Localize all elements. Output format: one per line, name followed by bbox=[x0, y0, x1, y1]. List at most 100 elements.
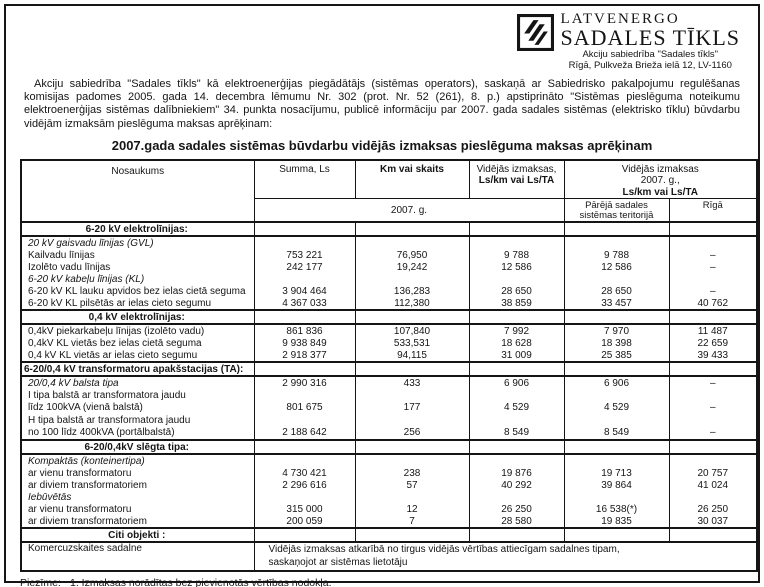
table-row: ar vienu transformatoru 315 000 12 26 250 16… bbox=[20, 503, 758, 516]
header-line: Vidējās izmaksas bbox=[621, 163, 699, 175]
group-label-cell: Iebūvētās bbox=[20, 491, 255, 504]
value-cell: 12 586 bbox=[563, 261, 670, 274]
table-row: ar diviem transformatoriem 200 059 7 28 580… bbox=[20, 515, 758, 529]
header-line: 2007. g., bbox=[640, 175, 680, 187]
group-label-cell: Kompaktās (konteinertipa) bbox=[20, 454, 255, 468]
value-cell: 242 177 bbox=[253, 261, 356, 274]
row-label-cell: 6-20 kV KL lauku apvidos bez ielas cietā… bbox=[20, 285, 255, 298]
merged-text-cell: Vidējās izmaksas atkarībā no tirgus vidē… bbox=[253, 542, 758, 572]
value-cell: 9 788 bbox=[563, 249, 670, 262]
empty-cell bbox=[253, 236, 356, 250]
header-line: Ls/km vai Ls/TA bbox=[478, 175, 555, 187]
table-row: 20/0,4 kV balsta tipa 2 990 316 433 6 906 6 … bbox=[20, 376, 758, 390]
value-cell: 2 188 642 bbox=[253, 414, 356, 441]
section-label-cell: 6-20/0,4kV slēgta tipa: bbox=[20, 439, 255, 456]
table-body: 6-20 kV elektrolīnijas: 20 kV gaisvadu lī… bbox=[20, 221, 758, 572]
section-label-cell: 6-20 kV elektrolīnijas: bbox=[20, 221, 255, 238]
value-cell: 19 835 bbox=[563, 515, 670, 529]
brand-text-block: LATVENERGO SADALES TĪKLS Akciju sabiedrī… bbox=[561, 12, 740, 71]
label-line: no 100 līdz 400kVA (portālbalstā) bbox=[28, 426, 175, 438]
header-line: Pārējā sadales bbox=[585, 200, 648, 212]
empty-cell bbox=[354, 273, 470, 286]
value-cell: 30 037 bbox=[668, 515, 758, 529]
value-cell: 238 bbox=[354, 467, 470, 480]
value-cell: – bbox=[668, 389, 758, 415]
empty-cell bbox=[668, 454, 758, 468]
value-cell: 861 836 bbox=[253, 324, 356, 338]
header-line: Ls/km vai Ls/TA bbox=[622, 186, 698, 198]
row-label-cell: H tipa balstā ar transformatora jaudu no … bbox=[20, 414, 255, 441]
value-cell: 94,115 bbox=[354, 349, 470, 363]
row-label-cell: ar diviem transformatoriem bbox=[20, 479, 255, 492]
value-cell: 7 992 bbox=[468, 324, 565, 338]
value-cell: 9 788 bbox=[468, 249, 565, 262]
empty-cell bbox=[563, 491, 670, 504]
empty-cell bbox=[468, 491, 565, 504]
intro-paragraph: Akciju sabiedrība "Sadales tīkls" kā ele… bbox=[24, 78, 740, 130]
value-cell: 7 970 bbox=[563, 324, 670, 338]
merged-text-line: Vidējās izmaksas atkarībā no tirgus vidē… bbox=[268, 544, 620, 556]
empty-cell bbox=[354, 491, 470, 504]
row-label-cell: 6-20 kV KL pilsētās ar ielas cieto segum… bbox=[20, 297, 255, 311]
value-cell: 31 009 bbox=[468, 349, 565, 363]
empty-cell bbox=[468, 454, 565, 468]
row-label-cell: ar vienu transformatoru bbox=[20, 503, 255, 516]
empty-cell bbox=[253, 454, 356, 468]
table-row: ar vienu transformatoru 4 730 421 238 19 87… bbox=[20, 467, 758, 480]
value-cell: 18 398 bbox=[563, 337, 670, 350]
label-line: H tipa balstā ar transformatora jaudu bbox=[28, 415, 191, 427]
row-label-cell: 0,4kV piekarkabeļu līnijas (izolēto vadu… bbox=[20, 324, 255, 338]
empty-cell bbox=[668, 491, 758, 504]
row-label-cell: I tipa balstā ar transformatora jaudu līd… bbox=[20, 389, 255, 415]
table-row: Komercuzskaites sadalne Vidējās izmaksas … bbox=[20, 542, 758, 572]
value-cell: 40 292 bbox=[468, 479, 565, 492]
value-cell: 4 730 421 bbox=[253, 467, 356, 480]
notes-items: 1. Izmaksas norādītas bez pievienotās vē… bbox=[70, 577, 738, 587]
value-cell: – bbox=[668, 414, 758, 441]
row-label-cell: 20/0,4 kV balsta tipa bbox=[20, 376, 255, 390]
empty-cell bbox=[253, 309, 356, 326]
empty-cell bbox=[468, 309, 565, 326]
section-row: 6-20 kV elektrolīnijas: bbox=[20, 221, 758, 238]
empty-cell bbox=[468, 221, 565, 238]
section-row: 6-20/0,4 kV transformatoru apakšstacijas… bbox=[20, 361, 758, 378]
table-row: 6-20 kV KL pilsētās ar ielas cieto segum… bbox=[20, 297, 758, 311]
table-row: Kailvadu līnijas 753 221 76,950 9 788 9 788– bbox=[20, 249, 758, 262]
row-label-cell: 0,4 kV KL vietās ar ielas cieto segumu bbox=[20, 349, 255, 363]
empty-cell bbox=[253, 221, 356, 238]
section-label-cell: 0,4 kV elektrolīnijas: bbox=[20, 309, 255, 326]
empty-cell bbox=[563, 236, 670, 250]
value-cell: 26 250 bbox=[468, 503, 565, 516]
empty-cell bbox=[468, 236, 565, 250]
value-cell: 4 529 bbox=[468, 389, 565, 415]
value-cell: 39 864 bbox=[563, 479, 670, 492]
value-cell: – bbox=[668, 376, 758, 390]
brand-name-latvenergo: LATVENERGO bbox=[560, 11, 680, 27]
section-row: 0,4 kV elektrolīnijas: bbox=[20, 309, 758, 326]
empty-cell bbox=[563, 454, 670, 468]
value-cell: 33 457 bbox=[563, 297, 670, 311]
empty-cell bbox=[354, 236, 470, 250]
empty-cell bbox=[354, 361, 470, 378]
value-cell: 315 000 bbox=[253, 503, 356, 516]
empty-cell bbox=[354, 454, 470, 468]
company-address: Akciju sabiedrība "Sadales tīkls" Rīgā, … bbox=[561, 49, 740, 71]
table-row: Izolēto vadu līnijas 242 177 19,242 12 586 1… bbox=[20, 261, 758, 274]
letterhead: LATVENERGO SADALES TĪKLS Akciju sabiedrī… bbox=[14, 12, 740, 71]
empty-cell bbox=[354, 439, 470, 456]
table-row: I tipa balstā ar transformatora jaudu līd… bbox=[20, 389, 758, 415]
value-cell: 12 bbox=[354, 503, 470, 516]
value-cell: 20 757 bbox=[668, 467, 758, 480]
section-row: Citi objekti : bbox=[20, 527, 758, 544]
header-row-1: Nosaukums Summa, Ls Km vai skaits Vidējā… bbox=[20, 159, 758, 223]
col-header-km-vai-skaits: Km vai skaits bbox=[354, 159, 470, 200]
value-cell: 2 918 377 bbox=[253, 349, 356, 363]
col-header-videjas-izmaksas: Vidējās izmaksas, Ls/km vai Ls/TA bbox=[468, 159, 565, 200]
value-cell: 753 221 bbox=[253, 249, 356, 262]
empty-cell bbox=[468, 527, 565, 544]
value-cell: 2 990 316 bbox=[253, 376, 356, 390]
page-content: LATVENERGO SADALES TĪKLS Akciju sabiedrī… bbox=[6, 6, 759, 587]
value-cell: 19 876 bbox=[468, 467, 565, 480]
value-cell: 19 713 bbox=[563, 467, 670, 480]
